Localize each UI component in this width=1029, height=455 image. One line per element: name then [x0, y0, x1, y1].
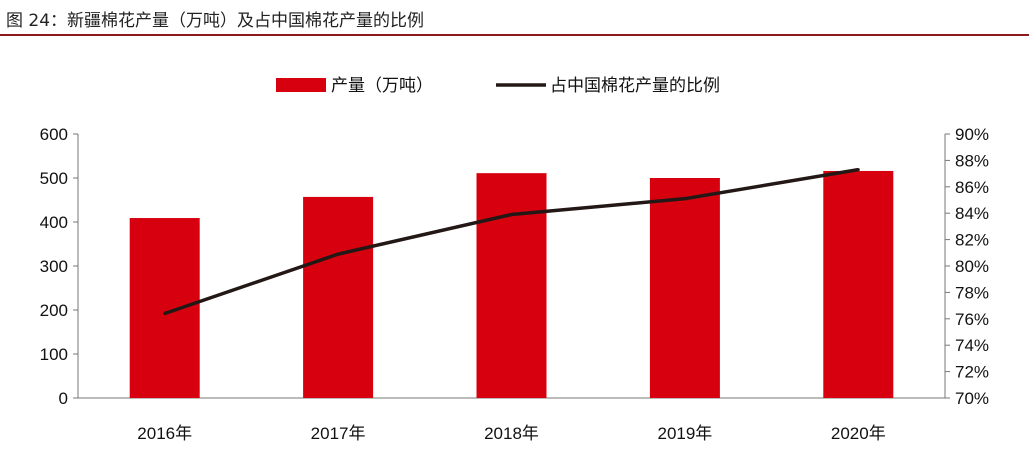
bar [649, 178, 720, 398]
bar [129, 218, 200, 398]
legend-label-line: 占中国棉花产量的比例 [550, 76, 720, 96]
left-tick-label: 0 [59, 389, 68, 408]
right-tick-label: 84% [955, 204, 989, 223]
left-tick-label: 500 [40, 169, 68, 188]
left-tick-label: 100 [40, 345, 68, 364]
title-underline [0, 34, 1029, 36]
right-tick-label: 86% [955, 178, 989, 197]
right-tick-label: 70% [955, 389, 989, 408]
chart-title: 图 24：新疆棉花产量（万吨）及占中国棉花产量的比例 [6, 11, 425, 31]
bar [823, 170, 894, 398]
left-tick-label: 400 [40, 213, 68, 232]
right-tick-label: 76% [955, 310, 989, 329]
x-tick-label: 2016年 [137, 424, 192, 443]
left-tick-label: 600 [40, 125, 68, 144]
x-tick-label: 2017年 [311, 424, 366, 443]
right-tick-label: 72% [955, 363, 989, 382]
bar [303, 196, 374, 398]
right-tick-label: 74% [955, 336, 989, 355]
ratio-point [683, 197, 687, 201]
ratio-point [163, 312, 167, 316]
right-tick-label: 78% [955, 283, 989, 302]
right-tick-label: 80% [955, 257, 989, 276]
legend-swatch-bar [276, 78, 326, 92]
right-tick-label: 90% [955, 125, 989, 144]
ratio-point [336, 252, 340, 256]
left-tick-label: 200 [40, 301, 68, 320]
right-tick-label: 88% [955, 151, 989, 170]
x-tick-label: 2018年 [484, 424, 539, 443]
right-tick-label: 82% [955, 231, 989, 250]
ratio-point [856, 168, 860, 172]
left-tick-label: 300 [40, 257, 68, 276]
legend: 产量（万吨） 占中国棉花产量的比例 [276, 76, 720, 96]
bar [476, 173, 547, 398]
x-tick-label: 2020年 [831, 424, 886, 443]
ratio-point [510, 213, 513, 217]
x-tick-label: 2019年 [657, 424, 712, 443]
legend-label-bar: 产量（万吨） [331, 76, 433, 96]
